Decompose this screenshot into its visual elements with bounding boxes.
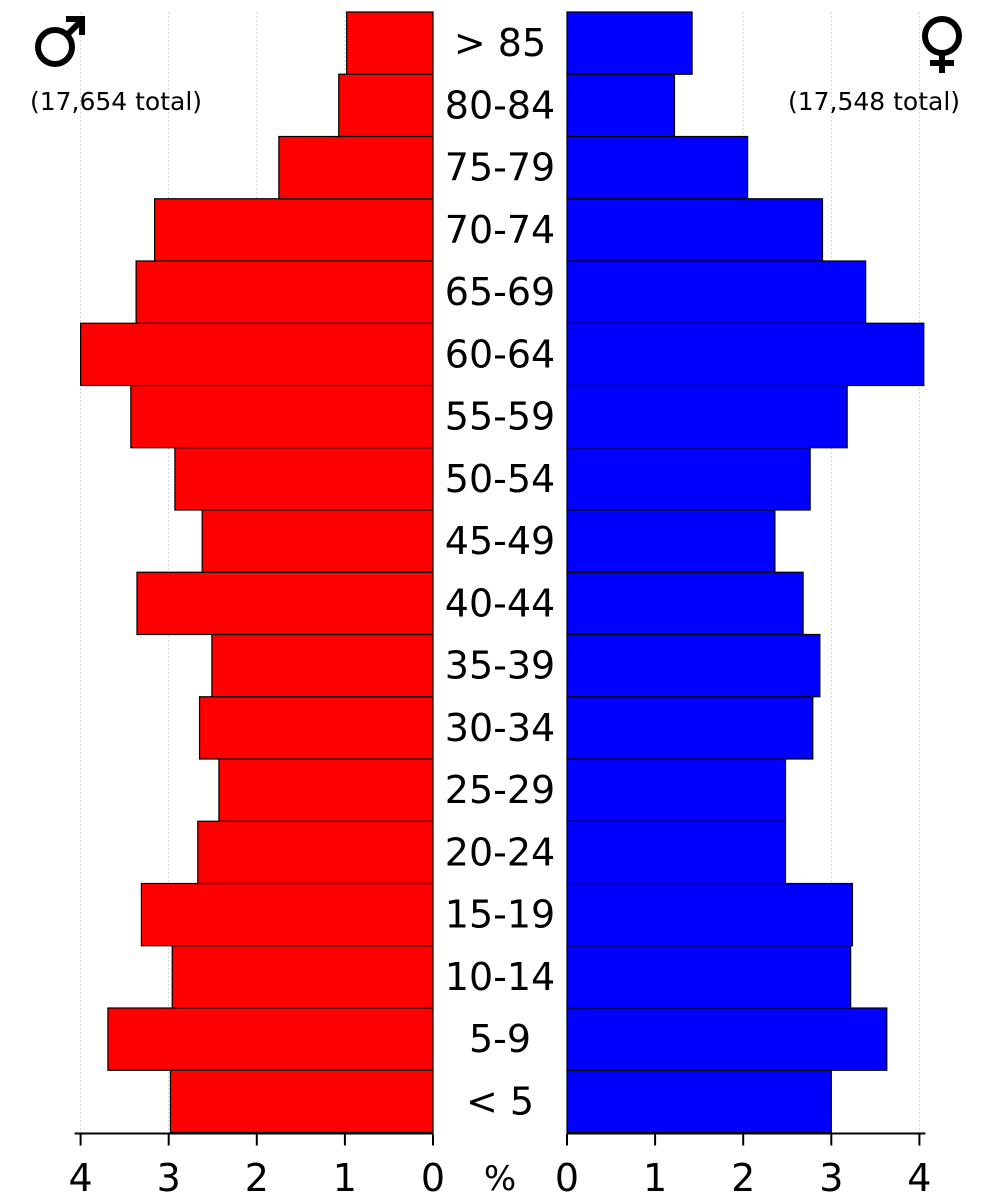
female-tick-label: 3 xyxy=(819,1156,843,1200)
female-tick-label: 0 xyxy=(555,1156,579,1200)
male-bar xyxy=(107,1007,434,1071)
female-bar xyxy=(566,135,749,200)
male-bar xyxy=(338,73,434,138)
unit-label: % xyxy=(484,1159,516,1199)
age-group-label: 75-79 xyxy=(445,146,555,190)
male-bar xyxy=(278,135,434,200)
female-bar xyxy=(566,447,811,511)
age-group-label: < 5 xyxy=(466,1079,534,1123)
age-group-label: 5-9 xyxy=(469,1017,531,1061)
male-bar xyxy=(201,509,434,573)
age-group-label: 30-34 xyxy=(445,706,555,750)
female-bar xyxy=(566,696,814,760)
age-group-label: 65-69 xyxy=(445,270,555,314)
male-bar xyxy=(140,882,434,947)
age-group-label: 20-24 xyxy=(445,830,555,874)
male-bar xyxy=(79,322,434,387)
male-tick-label: 4 xyxy=(69,1156,93,1200)
male-tick-label: 1 xyxy=(333,1156,357,1200)
female-tick-label: 2 xyxy=(731,1156,755,1200)
male-symbol-icon xyxy=(35,16,85,67)
male-bar xyxy=(169,1069,434,1134)
male-bar xyxy=(130,384,434,449)
x-axes: 0 0 1 1 2 2 3 3 4 4 xyxy=(69,1132,931,1200)
female-bar xyxy=(566,11,693,75)
female-bar xyxy=(566,820,787,885)
male-bar xyxy=(174,447,434,511)
male-bar xyxy=(136,571,434,636)
female-bar xyxy=(566,633,821,698)
bars xyxy=(79,11,925,1134)
male-total: (17,654 total) xyxy=(30,87,202,116)
female-bar xyxy=(566,1069,832,1134)
male-bar xyxy=(171,945,434,1009)
age-group-label: 55-59 xyxy=(445,395,555,439)
female-bar xyxy=(566,73,676,138)
age-group-label: > 85 xyxy=(454,21,546,65)
male-tick-label: 0 xyxy=(421,1156,445,1200)
female-bar xyxy=(566,758,787,822)
age-group-label: 10-14 xyxy=(445,955,555,999)
male-bar xyxy=(218,758,434,822)
female-tick-label: 1 xyxy=(643,1156,667,1200)
female-bar xyxy=(566,571,804,636)
male-tick-label: 3 xyxy=(157,1156,181,1200)
male-tick-label: 2 xyxy=(245,1156,269,1200)
age-group-label: 45-49 xyxy=(445,519,555,563)
age-group-labels: < 5 5-9 10-14 15-19 20-24 25-29 30-34 35-39 40-4… xyxy=(445,21,555,1123)
age-group-label: 35-39 xyxy=(445,644,555,688)
female-bar xyxy=(566,322,925,387)
female-total: (17,548 total) xyxy=(788,87,960,116)
male-bar xyxy=(197,820,434,885)
female-tick-label: 4 xyxy=(907,1156,931,1200)
male-bar xyxy=(346,11,434,75)
male-bar xyxy=(198,696,434,760)
female-bar xyxy=(566,260,867,324)
female-bar xyxy=(566,384,848,449)
age-group-label: 70-74 xyxy=(445,208,555,252)
female-symbol-icon xyxy=(922,16,962,73)
female-bar xyxy=(566,882,854,947)
age-group-label: 15-19 xyxy=(445,893,555,937)
age-group-label: 25-29 xyxy=(445,768,555,812)
female-bar xyxy=(566,198,824,262)
male-bar xyxy=(135,260,434,324)
age-group-label: 80-84 xyxy=(445,83,555,127)
age-group-label: 40-44 xyxy=(445,581,555,625)
age-group-label: 60-64 xyxy=(445,332,555,376)
female-bar xyxy=(566,1007,888,1071)
female-bar xyxy=(566,509,776,573)
male-bar xyxy=(154,198,434,262)
female-bar xyxy=(566,945,852,1009)
age-group-label: 50-54 xyxy=(445,457,555,501)
male-bar xyxy=(211,633,434,698)
